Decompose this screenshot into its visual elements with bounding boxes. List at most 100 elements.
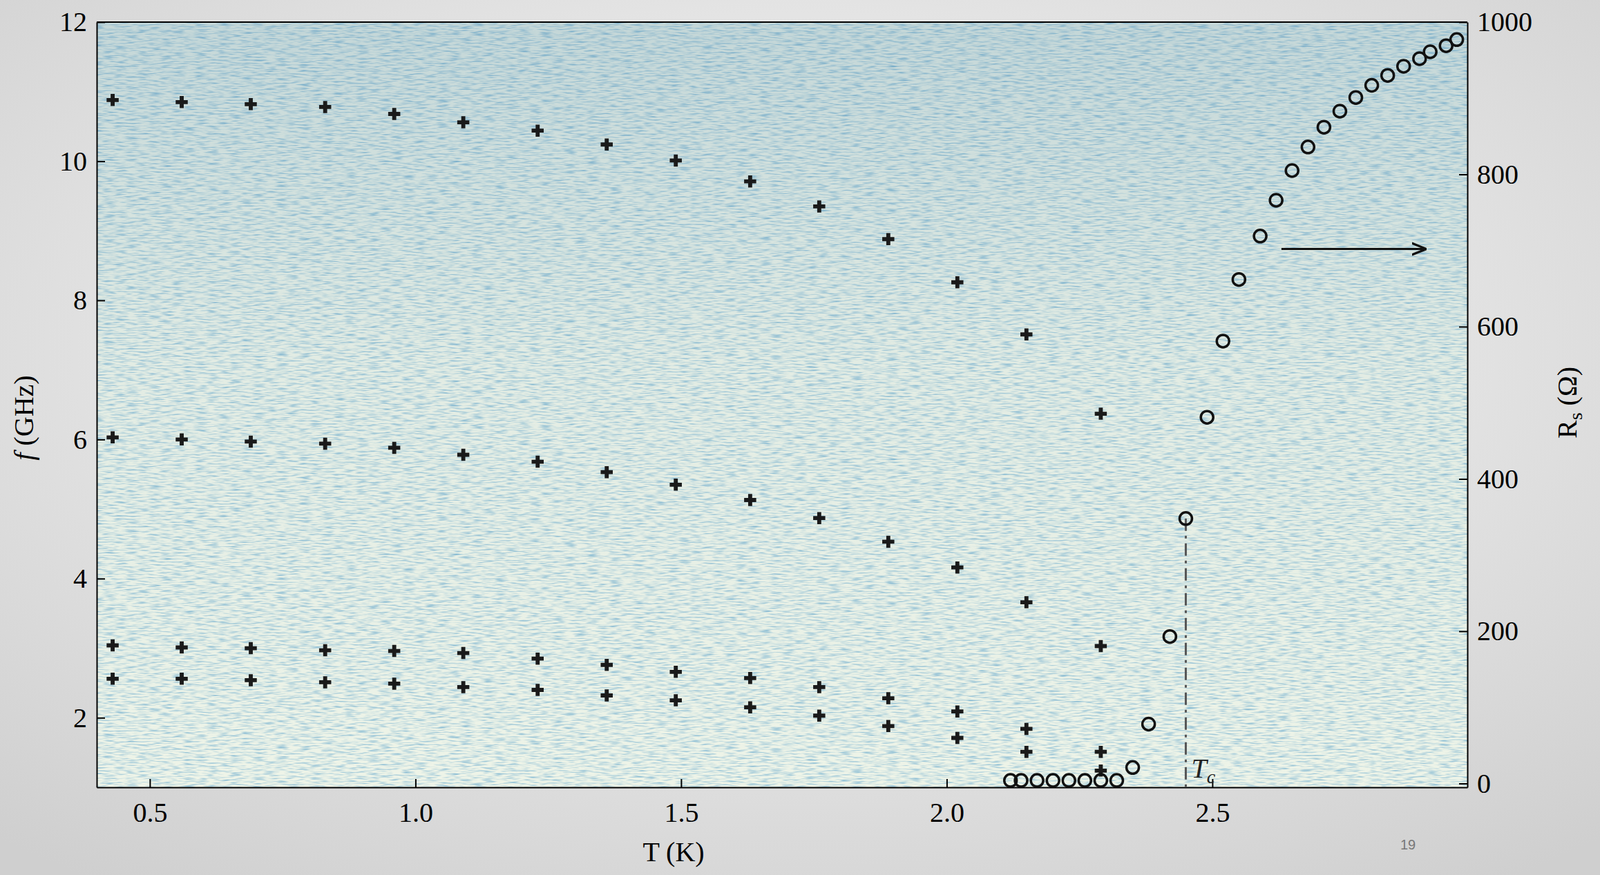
- y2-axis: 02004006008001000: [1459, 6, 1533, 799]
- plus-point: [388, 442, 400, 454]
- tick-mark: [946, 779, 948, 788]
- tick: 1.5: [663, 779, 699, 829]
- series: [106, 431, 1107, 653]
- tick-mark: [1459, 174, 1468, 176]
- tick-label: 2.5: [1195, 797, 1230, 829]
- circle-point: [1349, 91, 1363, 104]
- y-axis-title: f (GHz): [8, 375, 40, 461]
- plot-background: [96, 22, 1468, 788]
- tick-mark: [96, 578, 106, 580]
- tick-mark: [96, 160, 106, 163]
- slide-background: [0, 0, 1600, 875]
- plus-point: [1094, 407, 1107, 420]
- tc-line: [1184, 518, 1187, 788]
- y2-axis-line: [1467, 22, 1469, 789]
- circle-point: [1450, 33, 1464, 46]
- plus-point: [813, 200, 825, 213]
- arrow: [1281, 248, 1426, 251]
- tick-mark: [1459, 326, 1468, 328]
- tick-label: 4: [73, 563, 88, 595]
- plus-point: [319, 437, 331, 450]
- circle-point: [1381, 69, 1395, 82]
- y2-axis-title-sub: s: [1564, 412, 1587, 421]
- tick: 4: [73, 563, 106, 595]
- plus-point: [244, 642, 257, 655]
- tick: 800: [1459, 158, 1519, 190]
- tick-mark: [1459, 478, 1468, 481]
- tc-label-sub: c: [1206, 766, 1216, 788]
- plus-point: [882, 720, 894, 733]
- plus-point: [388, 645, 400, 657]
- series: [106, 93, 1107, 421]
- x-axis-line: [97, 787, 1469, 789]
- plus-point: [882, 536, 894, 548]
- plus-point: [669, 694, 682, 707]
- plus-point: [175, 672, 188, 685]
- plus-point: [744, 672, 756, 684]
- tick: 8: [73, 284, 106, 316]
- plus-point: [1020, 746, 1033, 758]
- tick-label: 8: [73, 284, 88, 316]
- tick-label: 0.5: [132, 797, 168, 829]
- plus-point: [813, 511, 825, 524]
- series: [106, 639, 1107, 759]
- y2-axis-title-unit: (Ω): [1551, 366, 1583, 413]
- circle-point: [1301, 140, 1314, 154]
- plus-point: [951, 705, 964, 718]
- plus-point: [669, 665, 682, 678]
- plus-point: [1094, 746, 1107, 758]
- plus-point: [457, 647, 470, 660]
- plus-point: [531, 455, 544, 468]
- circle-point: [1062, 774, 1075, 787]
- plus-point: [951, 732, 964, 745]
- plus-point: [669, 478, 682, 491]
- tick-label: 6: [73, 424, 88, 456]
- plus-point: [744, 175, 756, 188]
- circle-point: [1253, 230, 1267, 243]
- tick-label: 400: [1477, 463, 1519, 495]
- circle-point: [1030, 774, 1044, 787]
- plot-tint: [96, 22, 1468, 788]
- circle-point: [1014, 774, 1028, 787]
- circle-point: [1110, 774, 1123, 787]
- marks: [106, 33, 1463, 788]
- tick-mark: [680, 779, 682, 788]
- circle-point: [1216, 335, 1230, 348]
- tick-mark: [415, 779, 417, 788]
- tick-mark: [96, 299, 106, 302]
- plus-point: [531, 124, 544, 137]
- page-number: 19: [1400, 837, 1416, 853]
- circle-point: [1317, 120, 1330, 134]
- plus-point: [319, 100, 331, 113]
- plus-point: [457, 116, 470, 128]
- tick: 6: [73, 424, 106, 456]
- circle-point: [1285, 164, 1299, 177]
- tick-label: 10: [59, 145, 88, 177]
- tick-label: 1000: [1477, 6, 1533, 38]
- plus-point: [951, 276, 964, 289]
- plus-point: [175, 96, 188, 108]
- plus-point: [175, 641, 188, 654]
- tick-mark: [1459, 630, 1468, 633]
- plus-point: [244, 98, 257, 110]
- circle-point: [1163, 630, 1176, 644]
- y-axis: 24681012: [59, 6, 106, 788]
- tick-label: 1.0: [398, 797, 434, 829]
- tick: 600: [1459, 310, 1519, 342]
- tick: 400: [1459, 463, 1519, 495]
- circle-point: [1333, 105, 1346, 118]
- tick-mark: [96, 717, 106, 720]
- plus-point: [600, 138, 613, 151]
- plus-point: [388, 677, 400, 690]
- tick: 1.0: [398, 779, 434, 829]
- plus-point: [669, 154, 682, 167]
- circle-point: [1179, 512, 1192, 526]
- plus-point: [951, 561, 964, 574]
- plus-point: [1020, 723, 1033, 736]
- plus-point: [175, 433, 188, 446]
- circle-point: [1126, 761, 1140, 774]
- series: [1004, 33, 1464, 787]
- circle-point: [1094, 774, 1107, 787]
- circle-point: [1423, 45, 1437, 59]
- x-axis: 0.51.01.52.02.5: [97, 779, 1469, 829]
